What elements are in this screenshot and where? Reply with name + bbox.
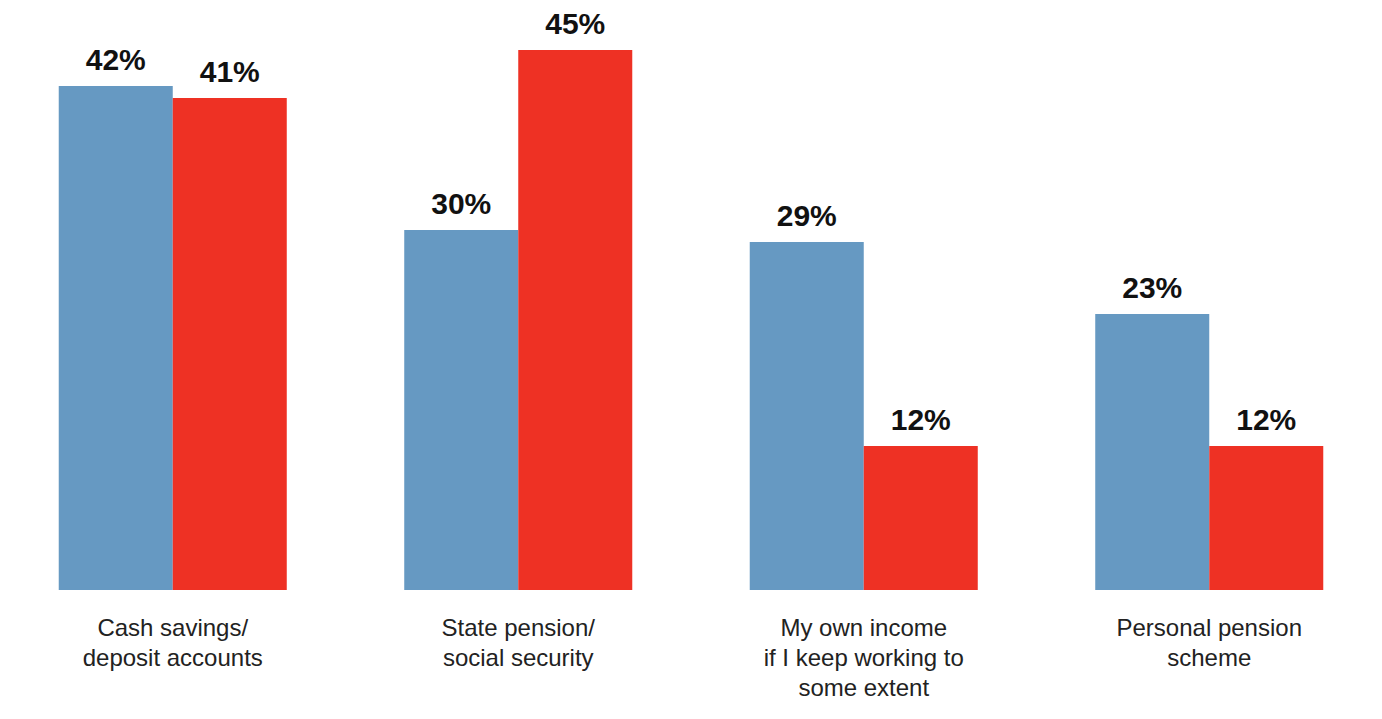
svg-text:Personal pension: Personal pension bbox=[1117, 614, 1302, 641]
svg-text:41%: 41% bbox=[200, 55, 260, 88]
svg-text:scheme: scheme bbox=[1167, 644, 1251, 671]
svg-text:45%: 45% bbox=[545, 7, 605, 40]
svg-text:social security: social security bbox=[443, 644, 594, 671]
svg-text:29%: 29% bbox=[777, 199, 837, 232]
svg-text:30%: 30% bbox=[431, 187, 491, 220]
svg-text:State pension/: State pension/ bbox=[442, 614, 596, 641]
svg-text:deposit accounts: deposit accounts bbox=[83, 644, 263, 671]
svg-text:12%: 12% bbox=[1236, 403, 1296, 436]
svg-text:My own income: My own income bbox=[780, 614, 947, 641]
svg-text:23%: 23% bbox=[1122, 271, 1182, 304]
svg-text:Cash savings/: Cash savings/ bbox=[97, 614, 248, 641]
svg-text:some extent: some extent bbox=[798, 674, 929, 701]
svg-text:12%: 12% bbox=[891, 403, 951, 436]
svg-text:42%: 42% bbox=[86, 43, 146, 76]
svg-text:if I keep working to: if I keep working to bbox=[764, 644, 964, 671]
